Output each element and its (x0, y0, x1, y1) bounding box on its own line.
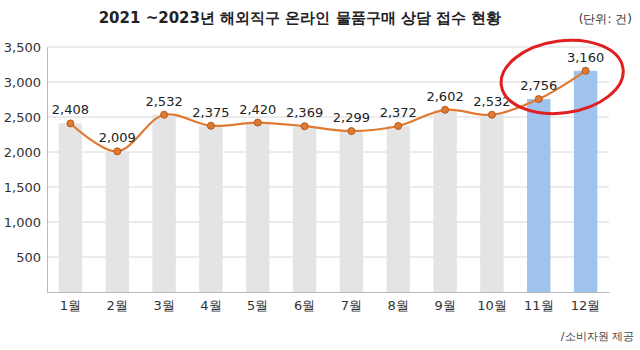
y-tick-label: 2,500 (4, 110, 41, 125)
x-tick-label: 10월 (477, 298, 507, 313)
data-label: 2,532 (145, 94, 182, 109)
x-tick: 5월 (247, 292, 268, 313)
x-tick: 8월 (388, 292, 409, 313)
x-tick: 9월 (434, 292, 455, 313)
data-label: 2,408 (52, 102, 89, 117)
grid (47, 47, 609, 257)
marker (488, 111, 495, 118)
data-label: 2,375 (192, 105, 229, 120)
x-tick-label: 5월 (247, 298, 268, 313)
unit-label: (단위: 건) (579, 12, 632, 26)
y-tick: 2,000 (4, 145, 47, 160)
bar (387, 126, 410, 292)
source-note: /소비자원 제공 (561, 330, 634, 343)
x-tick: 12월 (571, 292, 601, 313)
y-tick-label: 1,000 (4, 215, 41, 230)
x-tick: 6월 (294, 292, 315, 313)
x-tick-label: 8월 (388, 298, 409, 313)
chart: 2021 ~2023년 해외직구 온라인 물품구매 상담 접수 현황 (단위: 건… (0, 0, 640, 350)
line (70, 71, 585, 152)
x-tick-label: 3월 (153, 298, 174, 313)
data-labels: 2,408 2,009 2,532 2,375 2,420 2,369 2,299 2,372… (52, 50, 604, 146)
bar (433, 110, 456, 292)
y-tick: 1,000 (4, 215, 47, 230)
y-tick: 1,500 (4, 180, 47, 195)
grid-line (47, 47, 609, 48)
marker (254, 119, 261, 126)
bar (106, 151, 129, 292)
marker (114, 148, 121, 155)
x-tick: 7월 (341, 292, 362, 313)
data-label: 2,009 (99, 130, 136, 145)
marker (207, 122, 214, 129)
marker (442, 106, 449, 113)
y-tick-label: 2,000 (4, 145, 41, 160)
data-label: 2,756 (520, 78, 557, 93)
y-tick-label: 1,500 (4, 180, 41, 195)
x-tick: 1월 (60, 292, 81, 313)
x-axis: 1월 2월 3월 4월 5월 6월 7월 8월 9월 10월 11월 12월 (48, 292, 610, 313)
y-axis-line (47, 48, 48, 293)
bar (152, 115, 175, 292)
grid-line (47, 117, 609, 118)
y-tick: 2,500 (4, 110, 47, 125)
x-tick: 10월 (477, 292, 507, 313)
bar (480, 115, 503, 292)
grid-line (47, 257, 609, 258)
data-label: 2,369 (286, 105, 323, 120)
marker (348, 128, 355, 135)
y-tick: 3,500 (4, 40, 47, 55)
bar (246, 123, 269, 292)
y-tick: 3,000 (4, 75, 47, 90)
x-tick-label: 12월 (571, 298, 601, 313)
x-tick-label: 11월 (524, 298, 554, 313)
grid-line (47, 222, 609, 223)
y-axis: 500 1,000 1,500 2,000 2,500 3,000 3,500 (4, 40, 48, 293)
marker (301, 123, 308, 130)
data-label: 2,299 (333, 110, 370, 125)
x-tick-label: 1월 (60, 298, 81, 313)
data-label: 2,602 (426, 89, 463, 104)
x-tick-label: 7월 (341, 298, 362, 313)
bar (340, 131, 363, 292)
x-tick-label: 9월 (434, 298, 455, 313)
y-tick-label: 3,000 (4, 75, 41, 90)
marker (395, 122, 402, 129)
marker (582, 67, 589, 74)
marker (161, 111, 168, 118)
highlight-ellipse (496, 33, 628, 121)
marker (535, 96, 542, 103)
data-label: 2,420 (239, 102, 276, 117)
y-tick: 500 (16, 250, 47, 265)
x-tick: 4월 (200, 292, 221, 313)
y-tick-label: 500 (16, 250, 41, 265)
marks (59, 67, 598, 292)
data-label: 2,372 (380, 105, 417, 120)
grid-line (47, 187, 609, 188)
x-tick: 11월 (524, 292, 554, 313)
bar (293, 126, 316, 292)
x-tick: 2월 (107, 292, 128, 313)
title: 2021 ~2023년 해외직구 온라인 물품구매 상담 접수 현황 (99, 9, 502, 27)
y-tick-label: 3,500 (4, 40, 41, 55)
marker (67, 120, 74, 127)
x-tick-label: 6월 (294, 298, 315, 313)
markers (67, 67, 589, 155)
bar (527, 99, 550, 292)
data-label: 3,160 (567, 50, 604, 65)
x-axis-line (48, 292, 610, 293)
bar (59, 123, 82, 292)
plot: 500 1,000 1,500 2,000 2,500 3,000 3,500 1월 2월 3월 4… (4, 33, 628, 313)
bar (199, 126, 222, 292)
x-tick-label: 4월 (200, 298, 221, 313)
grid-line (47, 152, 609, 153)
x-tick-label: 2월 (107, 298, 128, 313)
x-tick: 3월 (153, 292, 174, 313)
